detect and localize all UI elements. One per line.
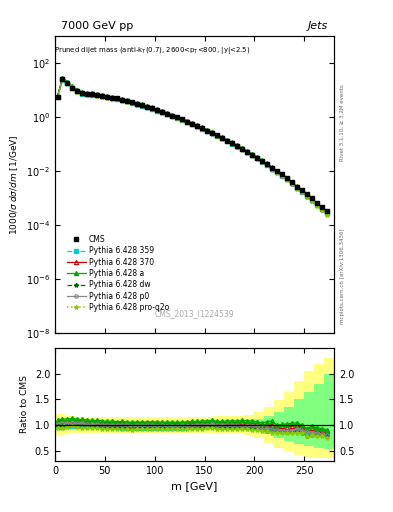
CMS	[299, 187, 304, 194]
CMS	[324, 208, 329, 214]
CMS	[55, 94, 60, 100]
CMS	[110, 95, 115, 101]
Text: Jets: Jets	[308, 22, 329, 31]
Text: Rivet 3.1.10, ≥ 3.2M events: Rivet 3.1.10, ≥ 3.2M events	[340, 84, 345, 161]
CMS	[90, 91, 95, 97]
Text: CMS_2013_I1224539: CMS_2013_I1224539	[155, 309, 234, 318]
Text: mcplots.cern.ch [arXiv:1306.3436]: mcplots.cern.ch [arXiv:1306.3436]	[340, 229, 345, 324]
Text: Pruned dijet mass (anti-k$_\mathsf{T}$(0.7), 2600<p$_\mathsf{T}$<800, |y|<2.5): Pruned dijet mass (anti-k$_\mathsf{T}$(0…	[55, 45, 251, 56]
Text: 7000 GeV pp: 7000 GeV pp	[61, 22, 133, 31]
CMS	[319, 204, 324, 210]
Y-axis label: Ratio to CMS: Ratio to CMS	[20, 375, 29, 434]
Legend: CMS, Pythia 6.428 359, Pythia 6.428 370, Pythia 6.428 a, Pythia 6.428 dw, Pythia: CMS, Pythia 6.428 359, Pythia 6.428 370,…	[64, 233, 171, 314]
CMS	[160, 109, 165, 115]
Y-axis label: $1000/\sigma\, d\sigma/dm$ [1/GeV]: $1000/\sigma\, d\sigma/dm$ [1/GeV]	[9, 134, 20, 234]
Line: CMS: CMS	[55, 77, 329, 214]
CMS	[125, 98, 130, 104]
CMS	[60, 76, 65, 82]
X-axis label: m [GeV]: m [GeV]	[171, 481, 218, 491]
